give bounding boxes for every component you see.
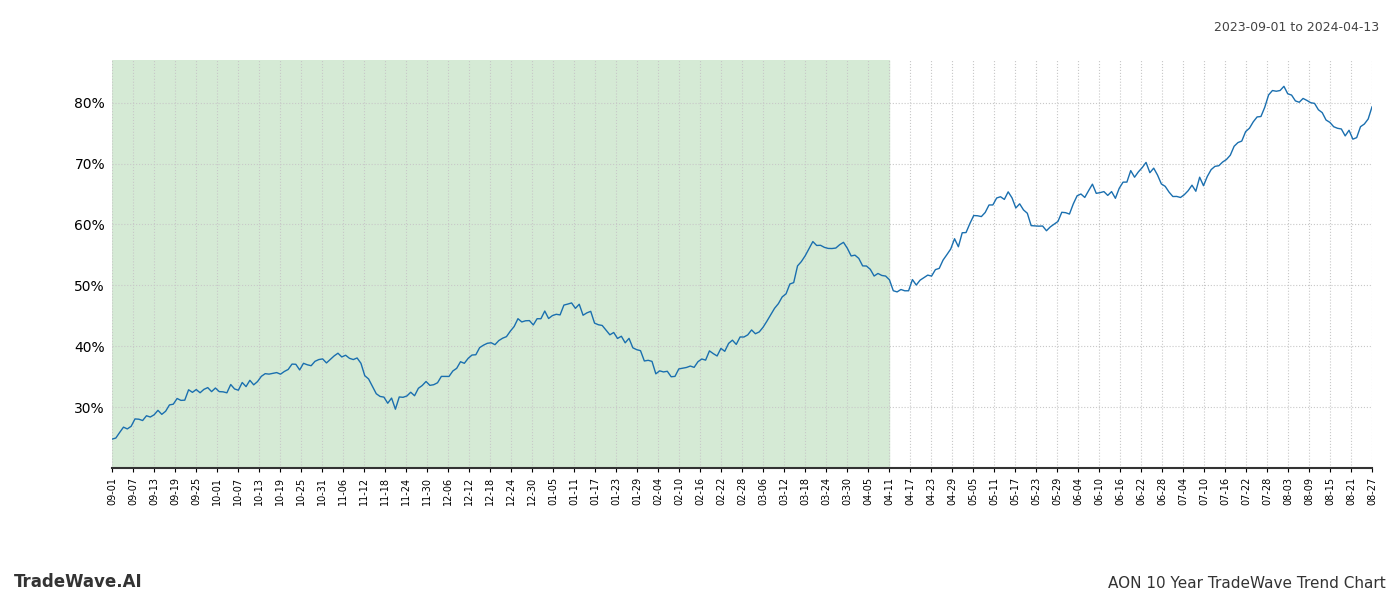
Bar	[112, 60, 889, 468]
Text: AON 10 Year TradeWave Trend Chart: AON 10 Year TradeWave Trend Chart	[1109, 576, 1386, 591]
Text: 2023-09-01 to 2024-04-13: 2023-09-01 to 2024-04-13	[1214, 21, 1379, 34]
Text: TradeWave.AI: TradeWave.AI	[14, 573, 143, 591]
